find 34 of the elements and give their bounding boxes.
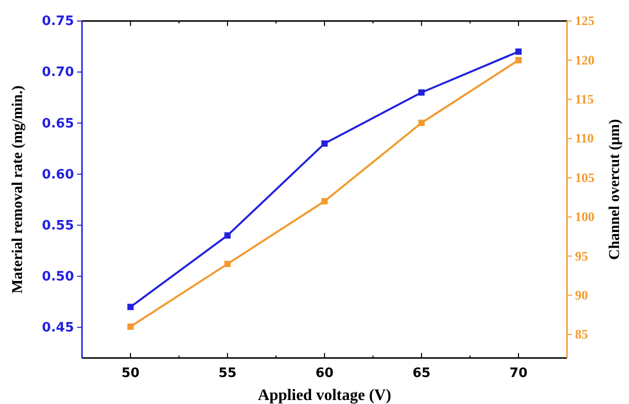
y2-tick-label: 95 [575, 248, 588, 264]
y2-tick-label: 90 [575, 287, 588, 302]
y-axis-title: Material removal rate (mg/min.) [10, 86, 26, 294]
point [418, 120, 425, 126]
y2-tick-label: 110 [575, 130, 594, 146]
y-tick-label: 0.65 [42, 116, 74, 132]
point [127, 323, 134, 330]
y-tick-label: 0.70 [42, 65, 74, 80]
x-tick-label: 60 [315, 366, 334, 382]
x-tick-label: 50 [121, 366, 140, 382]
y2-tick-label: 100 [575, 209, 594, 224]
y2-axis-title: Channel overcut (μm) [607, 119, 623, 260]
point [127, 304, 134, 310]
x-tick-label: 55 [218, 366, 237, 382]
x-tick-label: 70 [509, 366, 528, 382]
point [224, 260, 231, 268]
y-tick-label: 0.75 [42, 14, 74, 30]
x-axis-title: Applied voltage (V) [258, 387, 392, 404]
point [418, 89, 425, 96]
point [515, 48, 522, 55]
y2-tick-label: 105 [575, 170, 595, 185]
y-tick-label: 0.55 [42, 218, 74, 234]
point [321, 198, 328, 204]
y2-tick-label: 115 [575, 92, 594, 107]
point [224, 232, 231, 239]
point [321, 140, 328, 147]
y-tick-label: 0.60 [42, 167, 74, 182]
y2-tick-label: 125 [575, 13, 595, 28]
x-tick-label: 65 [412, 366, 431, 382]
point [515, 57, 522, 64]
y-tick-label: 0.45 [42, 320, 74, 336]
y-tick-label: 0.50 [42, 269, 74, 284]
y2-tick-label: 85 [575, 326, 588, 342]
y2-tick-label: 120 [575, 52, 594, 68]
